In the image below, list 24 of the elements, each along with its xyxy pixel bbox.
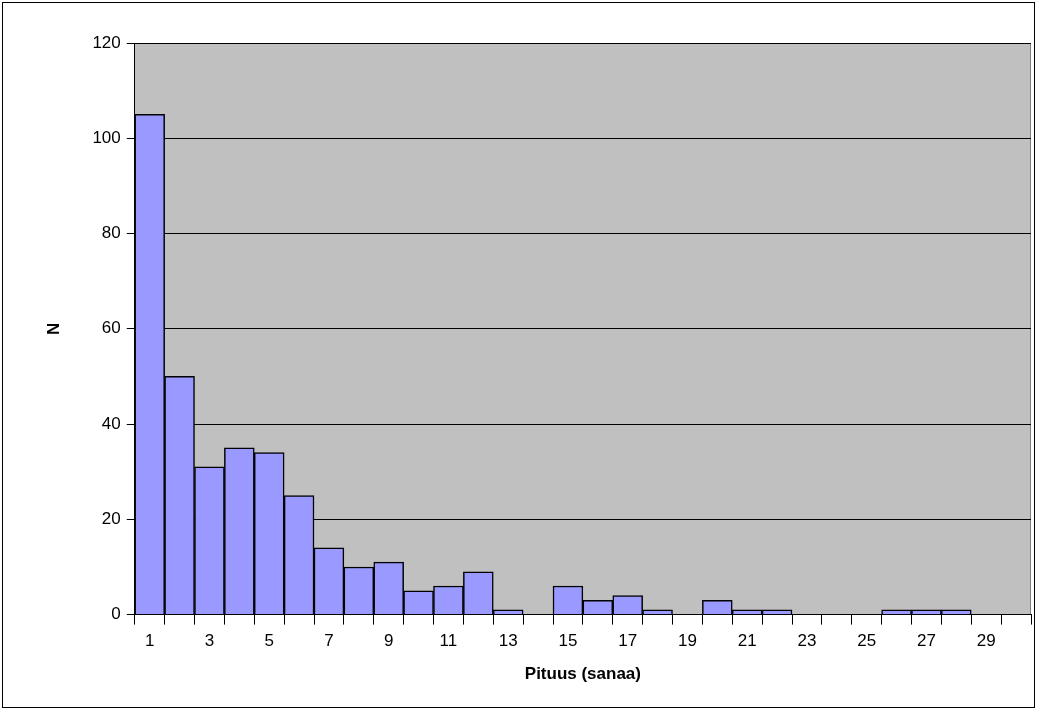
y-tick-label: 40 (101, 413, 121, 433)
x-tick-label: 7 (324, 630, 334, 650)
x-tick-label: 15 (558, 630, 578, 650)
x-tick-label: 23 (797, 630, 817, 650)
x-tick-label: 19 (677, 630, 697, 650)
y-axis-title: N (43, 322, 63, 335)
x-tick-label: 13 (498, 630, 518, 650)
y-tick-label: 80 (101, 223, 121, 243)
x-tick-label: 25 (857, 630, 877, 650)
y-tick-label: 20 (101, 509, 121, 529)
x-tick-label: 21 (737, 630, 757, 650)
x-tick-label: 17 (618, 630, 638, 650)
y-tick-label: 120 (92, 32, 121, 52)
x-tick-label: 3 (204, 630, 215, 650)
x-tick-label: 27 (916, 630, 936, 650)
x-axis-title: Pituus (sanaa) (524, 664, 641, 684)
y-tick-label: 60 (101, 318, 121, 338)
y-tick-label: 0 (111, 604, 121, 624)
y-tick-label: 100 (92, 127, 121, 147)
x-tick-label: 9 (383, 630, 394, 650)
x-tick-label: 29 (976, 630, 996, 650)
x-tick-label: 5 (264, 630, 274, 650)
x-tick-label: 11 (439, 630, 458, 650)
x-tick-label: 1 (144, 630, 155, 650)
